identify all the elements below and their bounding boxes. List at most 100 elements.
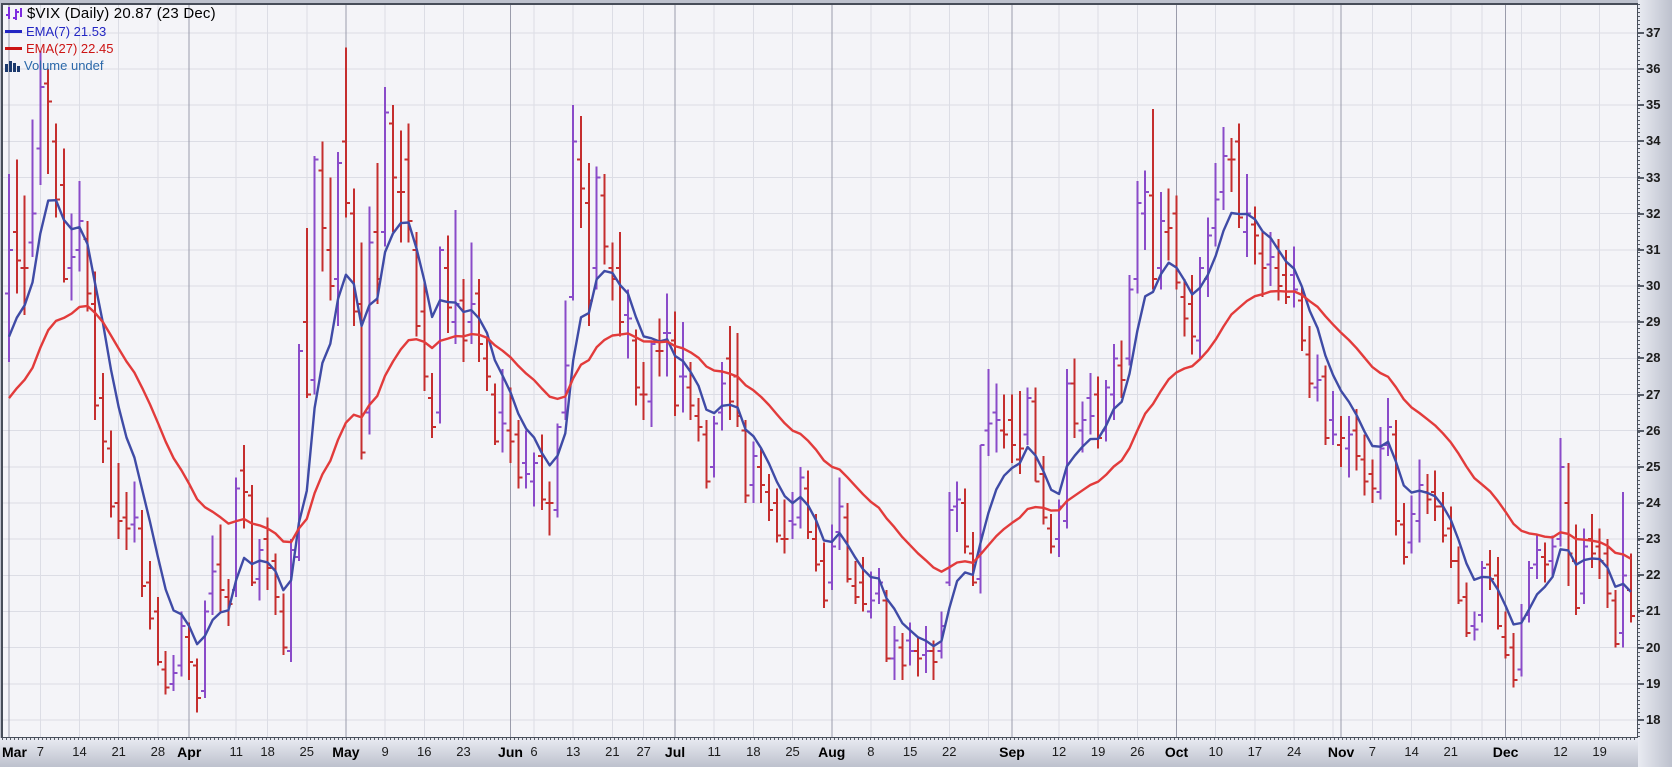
volume-legend-label: Volume undef: [24, 58, 104, 73]
y-tick-mark: [1638, 176, 1644, 179]
y-tick-mark: [1638, 501, 1644, 504]
x-tick-label: 19: [1090, 744, 1106, 759]
x-tick-label: 25: [785, 744, 800, 759]
y-tick-label: 23: [1646, 531, 1661, 547]
y-tick-label: 36: [1646, 61, 1661, 77]
y-tick-mark: [1638, 31, 1644, 34]
y-tick-mark: [1638, 68, 1644, 71]
y-tick-mark: [1638, 248, 1644, 251]
y-tick-label: 20: [1646, 639, 1661, 655]
x-tick-label: 15: [902, 744, 918, 759]
x-tick-label: 19: [1592, 744, 1607, 759]
x-tick-label: 13: [565, 744, 581, 759]
ema7-line-swatch: [5, 30, 22, 33]
chart-title-row: $VIX (Daily) 20.87 (23 Dec): [5, 4, 216, 23]
price-chart-plot[interactable]: [0, 0, 1638, 738]
y-tick-mark: [1638, 140, 1644, 143]
x-tick-label: 26: [1130, 744, 1145, 759]
x-tick-label: 18: [260, 744, 275, 759]
x-tick-label: 21: [605, 744, 620, 759]
x-tick-label: 17: [1247, 744, 1263, 759]
x-tick-label: 24: [1286, 744, 1302, 759]
y-tick-label: 21: [1646, 603, 1661, 619]
x-tick-label: 23: [456, 744, 471, 759]
x-tick-label: 21: [1443, 744, 1458, 759]
x-tick-label: 12: [1051, 744, 1067, 759]
x-month-label: Sep: [999, 744, 1025, 760]
y-tick-mark: [1638, 104, 1644, 107]
y-tick-mark: [1638, 574, 1644, 577]
y-tick-label: 37: [1646, 24, 1661, 40]
y-tick-label: 24: [1646, 494, 1661, 510]
y-tick-mark: [1638, 646, 1644, 649]
ema7-legend-label: EMA(7) 21.53: [26, 24, 107, 39]
y-tick-label: 31: [1646, 241, 1661, 257]
y-tick-label: 19: [1646, 675, 1661, 691]
y-tick-mark: [1638, 718, 1644, 721]
y-tick-label: 33: [1646, 169, 1661, 185]
x-month-label: Jul: [664, 744, 686, 760]
y-tick-mark: [1638, 212, 1644, 215]
x-tick-label: 25: [299, 744, 314, 759]
y-tick-label: 32: [1646, 205, 1661, 221]
ohlc-bars-down: [12, 47, 1635, 713]
ema27-line: [8, 289, 1632, 573]
volume-legend-row: Volume undef: [5, 57, 216, 74]
x-axis: Mar 7 14 21 28 Apr 11 18 25 May 9 16 23 Jun 6 13 21 27 Jul…: [0, 738, 1638, 767]
x-month-label: Mar: [2, 744, 27, 760]
x-month-label: Oct: [1164, 744, 1189, 760]
x-tick-label: 28: [150, 744, 166, 759]
ema7-line: [7, 198, 1632, 648]
y-tick-mark: [1638, 538, 1644, 541]
y-tick-label: 35: [1646, 97, 1661, 113]
ema7-legend-row: EMA(7) 21.53: [5, 23, 216, 40]
x-month-label: Nov: [1327, 744, 1355, 760]
x-month-label: Apr: [177, 744, 202, 760]
plot-frame: [1, 3, 1638, 738]
y-tick-mark: [1638, 429, 1644, 432]
ema27-legend-row: EMA(27) 22.45: [5, 40, 216, 57]
chart-legend: $VIX (Daily) 20.87 (23 Dec) EMA(7) 21.53…: [5, 4, 216, 74]
x-tick-label: 7: [1368, 744, 1377, 759]
ohlc-bars-up: [5, 51, 1628, 699]
x-tick-label: 11: [229, 744, 243, 759]
plot-background: [2, 4, 1638, 738]
x-tick-label: 14: [72, 744, 87, 759]
x-tick-label: 8: [867, 744, 875, 759]
x-tick-label: 18: [746, 744, 761, 759]
horizontal-gridlines: [2, 32, 1638, 721]
x-tick-label: 16: [417, 744, 432, 759]
y-tick-label: 25: [1646, 458, 1661, 474]
chart-title: $VIX (Daily) 20.87 (23 Dec): [27, 5, 216, 22]
y-tick-label: 30: [1646, 278, 1661, 294]
y-tick-label: 34: [1646, 133, 1661, 149]
y-tick-label: 22: [1646, 567, 1661, 583]
x-tick-label: 12: [1553, 744, 1568, 759]
x-tick-label: 10: [1208, 744, 1223, 759]
y-tick-mark: [1638, 682, 1644, 685]
x-tick-label: 6: [530, 744, 538, 759]
y-tick-mark: [1638, 465, 1644, 468]
x-tick-label: 22: [942, 744, 957, 759]
x-month-label: Dec: [1492, 744, 1519, 760]
y-axis: 37 36 35 34 33 32 31 30 29 28 27 26 25 24 23 22 21 20 19 18: [1638, 0, 1672, 767]
x-tick-label: 9: [381, 744, 389, 759]
x-tick-label: 21: [111, 744, 126, 759]
y-tick-mark: [1638, 357, 1644, 360]
y-tick-mark: [1638, 285, 1644, 288]
volume-bars-icon: [5, 61, 20, 72]
x-tick-label: 11: [707, 744, 721, 759]
x-month-label: May: [332, 744, 360, 760]
x-month-label: Aug: [818, 744, 846, 760]
x-month-label: Jun: [498, 744, 523, 760]
y-tick-mark: [1638, 321, 1644, 324]
x-tick-label: 7: [36, 744, 44, 759]
y-tick-label: 26: [1646, 422, 1661, 438]
ema27-legend-label: EMA(27) 22.45: [26, 41, 114, 56]
y-tick-label: 18: [1646, 711, 1661, 727]
x-tick-label: 27: [636, 744, 651, 759]
y-tick-mark: [1638, 393, 1644, 396]
y-tick-label: 29: [1646, 314, 1661, 330]
y-tick-label: 28: [1646, 350, 1661, 366]
